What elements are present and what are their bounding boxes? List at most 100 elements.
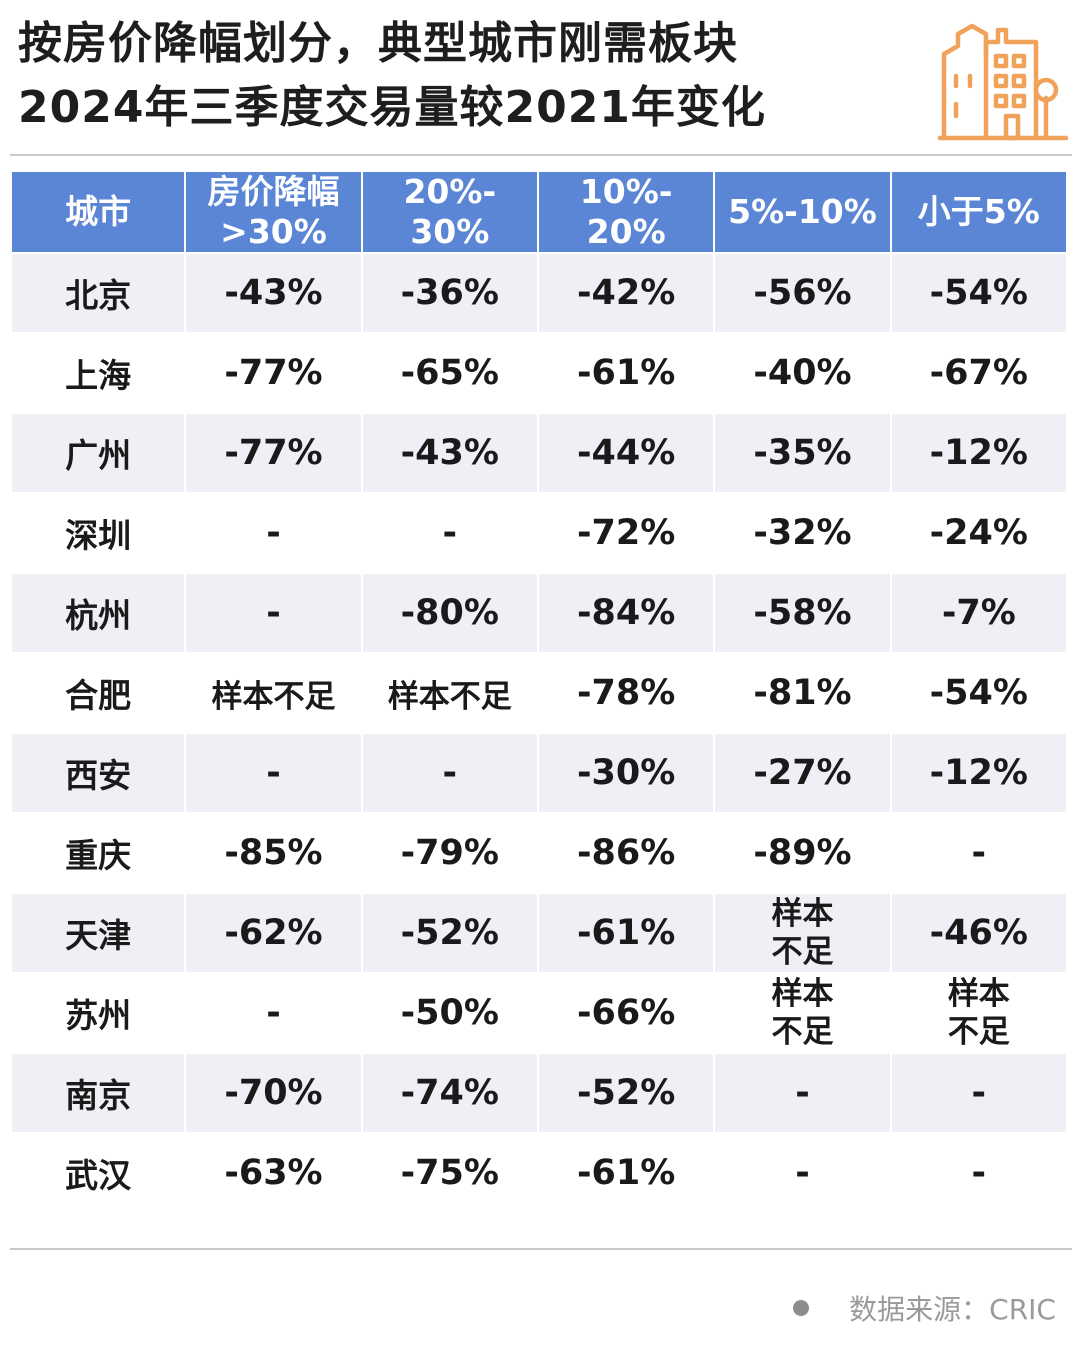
value-cell: -84% xyxy=(538,574,714,652)
value-label: - xyxy=(266,993,281,1033)
value-label: - xyxy=(442,753,458,793)
value-cell: -77% xyxy=(186,414,361,492)
city-cell: 深圳 xyxy=(12,494,185,572)
value-cell: -12% xyxy=(891,414,1066,492)
value-cell: -7% xyxy=(891,574,1066,652)
value-label: -12% xyxy=(929,433,1028,473)
value-label: -75% xyxy=(400,1153,499,1193)
city-cell: 苏州 xyxy=(12,974,185,1052)
top-divider xyxy=(10,154,1072,156)
data-table: 城市 房价降幅 >30% 20%- 30% 10%- 20% 5%-10% 小于… xyxy=(10,170,1068,1214)
table-header-row: 城市 房价降幅 >30% 20%- 30% 10%- 20% 5%-10% 小于… xyxy=(12,172,1066,252)
header-text: 30% xyxy=(410,212,490,251)
city-cell: 重庆 xyxy=(12,814,185,892)
city-cell: 合肥 xyxy=(12,654,185,732)
value-cell: - xyxy=(891,1134,1066,1212)
value-cell: -54% xyxy=(891,254,1066,332)
value-cell: - xyxy=(715,1054,890,1132)
city-label: 重庆 xyxy=(65,836,132,875)
value-cell: -67% xyxy=(891,334,1066,412)
value-label: -52% xyxy=(400,913,499,953)
header-text: 20%- xyxy=(403,172,497,211)
value-label: -54% xyxy=(929,273,1028,313)
value-label: -77% xyxy=(224,433,323,473)
value-cell: -89% xyxy=(715,814,890,892)
buildings-outline xyxy=(937,23,1069,141)
city-cell: 武汉 xyxy=(12,1134,185,1212)
value-label: -7% xyxy=(941,593,1016,633)
value-cell: -44% xyxy=(538,414,714,492)
value-label: -66% xyxy=(576,993,676,1033)
header-cell: 5%-10% xyxy=(715,172,890,252)
value-cell: -46% xyxy=(891,894,1066,972)
city-buildings-icon xyxy=(937,23,1069,141)
value-label: -80% xyxy=(400,593,499,633)
value-cell: -27% xyxy=(715,734,890,812)
table-row: 杭州 - -80% -84% -58% -7% xyxy=(12,574,1066,652)
value-label: - xyxy=(266,513,281,553)
value-cell: -12% xyxy=(891,734,1066,812)
city-label: 上海 xyxy=(65,356,132,395)
table-row: 重庆 -85% -79% -86% -89% - xyxy=(12,814,1066,892)
city-label: 合肥 xyxy=(65,676,132,715)
table-row: 南京 -70% -74% -52% - - xyxy=(12,1054,1066,1132)
value-cell: -65% xyxy=(362,334,537,412)
value-cell: -70% xyxy=(186,1054,361,1132)
table-row: 北京 -43% -36% -42% -56% -54% xyxy=(12,254,1066,332)
value-label: -44% xyxy=(576,433,676,473)
table-row: 广州 -77% -43% -44% -35% -12% xyxy=(12,414,1066,492)
table-row: 苏州 - -50% -66% 样本不足 样本不足 xyxy=(12,974,1066,1052)
header-cell: 10%- 20% xyxy=(538,172,714,252)
value-label: -63% xyxy=(224,1153,323,1193)
value-cell: 样本不足 xyxy=(715,974,890,1052)
value-label: -78% xyxy=(576,673,676,713)
header-text: 20% xyxy=(586,212,666,251)
title-line-2: 2024年三季度交易量较2021年变化 xyxy=(18,82,766,133)
value-label: -61% xyxy=(576,353,676,393)
value-label: -24% xyxy=(929,513,1028,553)
city-cell: 杭州 xyxy=(12,574,185,652)
value-cell: -75% xyxy=(362,1134,537,1212)
value-label: -89% xyxy=(753,833,852,873)
value-label: - xyxy=(442,513,458,553)
value-cell: -63% xyxy=(186,1134,361,1212)
city-cell: 广州 xyxy=(12,414,185,492)
value-cell: -50% xyxy=(362,974,537,1052)
value-label: - xyxy=(971,1153,987,1193)
value-label: - xyxy=(266,753,281,793)
value-cell: -56% xyxy=(715,254,890,332)
city-cell: 西安 xyxy=(12,734,185,812)
value-cell: - xyxy=(362,734,537,812)
header-cell: 小于5% xyxy=(891,172,1066,252)
value-cell: 样本不足 xyxy=(362,654,537,732)
value-cell: -66% xyxy=(538,974,714,1052)
city-cell: 天津 xyxy=(12,894,185,972)
source-note: 数据来源：CRIC xyxy=(793,1288,1056,1328)
value-label: -61% xyxy=(576,1153,676,1193)
value-cell: -80% xyxy=(362,574,537,652)
value-label: - xyxy=(795,1153,810,1193)
value-label: 样本不足 xyxy=(947,976,1010,1050)
value-cell: -86% xyxy=(538,814,714,892)
value-cell: -35% xyxy=(715,414,890,492)
value-label: - xyxy=(795,1073,810,1113)
value-label: -54% xyxy=(929,673,1028,713)
value-cell: -62% xyxy=(186,894,361,972)
table-row: 武汉 -63% -75% -61% - - xyxy=(12,1134,1066,1212)
city-label: 西安 xyxy=(65,756,132,795)
value-cell: - xyxy=(891,814,1066,892)
value-label: -40% xyxy=(753,353,852,393)
value-label: -27% xyxy=(753,753,852,793)
value-label: 样本不足 xyxy=(211,678,336,715)
city-label: 北京 xyxy=(65,276,132,315)
value-label: -46% xyxy=(929,913,1028,953)
table-row: 合肥 样本不足 样本不足 -78% -81% -54% xyxy=(12,654,1066,732)
city-cell: 北京 xyxy=(12,254,185,332)
value-cell: -52% xyxy=(538,1054,714,1132)
header-cell: 城市 xyxy=(12,172,185,252)
value-label: -74% xyxy=(400,1073,499,1113)
value-label: -43% xyxy=(224,273,323,313)
value-cell: -43% xyxy=(186,254,361,332)
value-label: -36% xyxy=(400,273,499,313)
value-cell: -61% xyxy=(538,334,714,412)
